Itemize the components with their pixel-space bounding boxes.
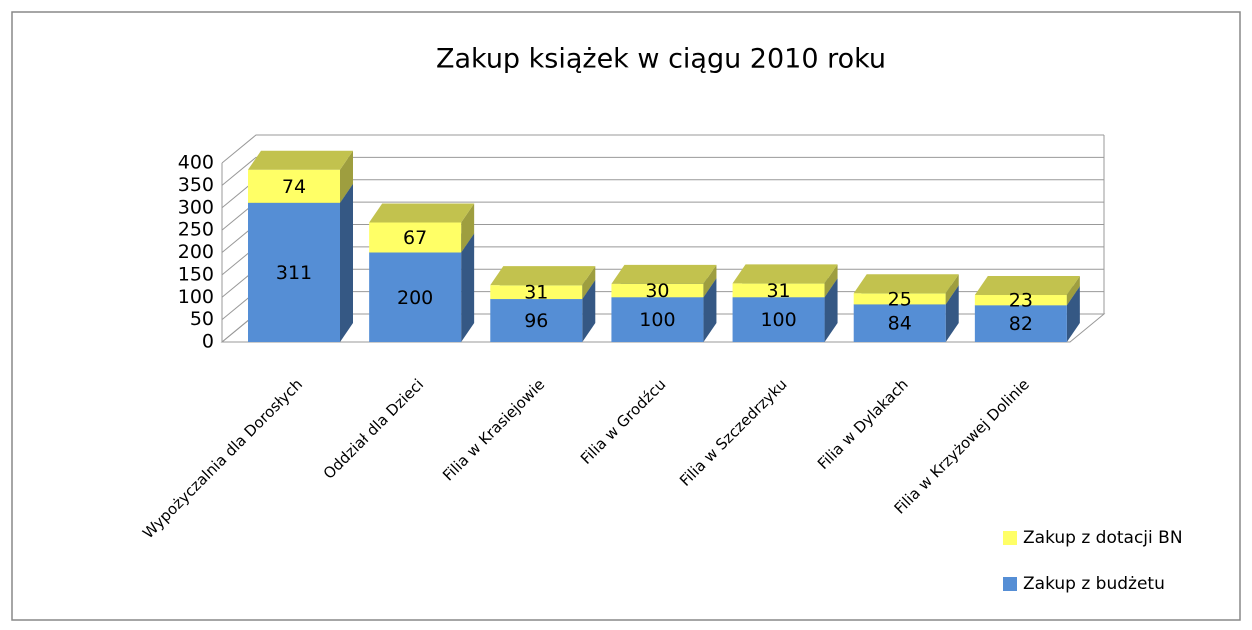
bar-segment: [732, 297, 825, 342]
data-label: 96: [524, 310, 548, 332]
data-label: 100: [760, 309, 796, 331]
bar-segment: [732, 283, 825, 298]
bar-side: [824, 278, 838, 342]
data-label: 30: [645, 280, 669, 302]
bar-side: [1066, 286, 1080, 342]
bar-side: [703, 264, 717, 298]
data-label: 84: [888, 313, 912, 335]
bar-side: [582, 280, 596, 342]
bar-top: [611, 264, 717, 284]
bar-segment: [853, 304, 946, 342]
bar-segment: [490, 285, 583, 300]
bar-top: [369, 203, 475, 223]
chart-title: Zakup książek w ciągu 2010 roku: [436, 44, 886, 75]
bar-segment: [248, 169, 340, 203]
bar-side: [461, 203, 475, 253]
data-label: 74: [282, 176, 306, 198]
bar-side: [1066, 276, 1080, 306]
bar-side: [340, 150, 353, 203]
bar-segment: [369, 222, 462, 253]
bar-side: [703, 278, 717, 342]
bar-segment: [974, 305, 1067, 342]
bar-segment: [611, 283, 704, 298]
data-label: 82: [1009, 313, 1033, 335]
data-label: 23: [1009, 290, 1033, 312]
legend-swatch: [1003, 577, 1017, 591]
bar-segment: [369, 252, 462, 342]
bar-top: [974, 276, 1080, 296]
y-tick-label: 250: [178, 219, 214, 241]
y-tick-label: 350: [178, 174, 214, 196]
y-tick-label: 400: [178, 152, 214, 174]
y-tick-label: 0: [202, 331, 214, 353]
grid-line: [221, 156, 1104, 186]
legend-label: Zakup z budżetu: [1023, 574, 1165, 594]
bar-side: [945, 285, 959, 342]
bar-segment: [611, 297, 704, 342]
bar-segment: [853, 293, 946, 305]
bar-side: [824, 264, 838, 298]
bar-side: [945, 274, 959, 305]
y-tick-label: 200: [178, 241, 214, 263]
data-label: 100: [639, 309, 675, 331]
data-label: 31: [766, 280, 790, 302]
y-tick-label: 150: [178, 263, 214, 285]
data-label: 311: [276, 262, 312, 284]
y-tick-label: 300: [178, 196, 214, 218]
bar-segment: [974, 295, 1067, 306]
bar-top: [248, 150, 353, 170]
data-label: 25: [888, 288, 912, 310]
bar-top: [732, 264, 838, 284]
legend-label: Zakup z dotacji BN: [1023, 528, 1183, 548]
data-label: 31: [524, 282, 548, 304]
legend-swatch: [1003, 531, 1017, 545]
bar-top: [853, 274, 959, 294]
bar-segment: [248, 202, 340, 342]
bar-side: [461, 233, 475, 342]
y-tick-label: 100: [178, 286, 214, 308]
data-label: 67: [403, 227, 427, 249]
y-tick-label: 50: [190, 308, 214, 330]
data-label: 200: [397, 287, 433, 309]
bar-side: [582, 266, 596, 300]
bar-segment: [490, 299, 583, 342]
bar-top: [490, 266, 596, 286]
grid-line: [221, 134, 1104, 164]
bar-side: [340, 183, 353, 342]
